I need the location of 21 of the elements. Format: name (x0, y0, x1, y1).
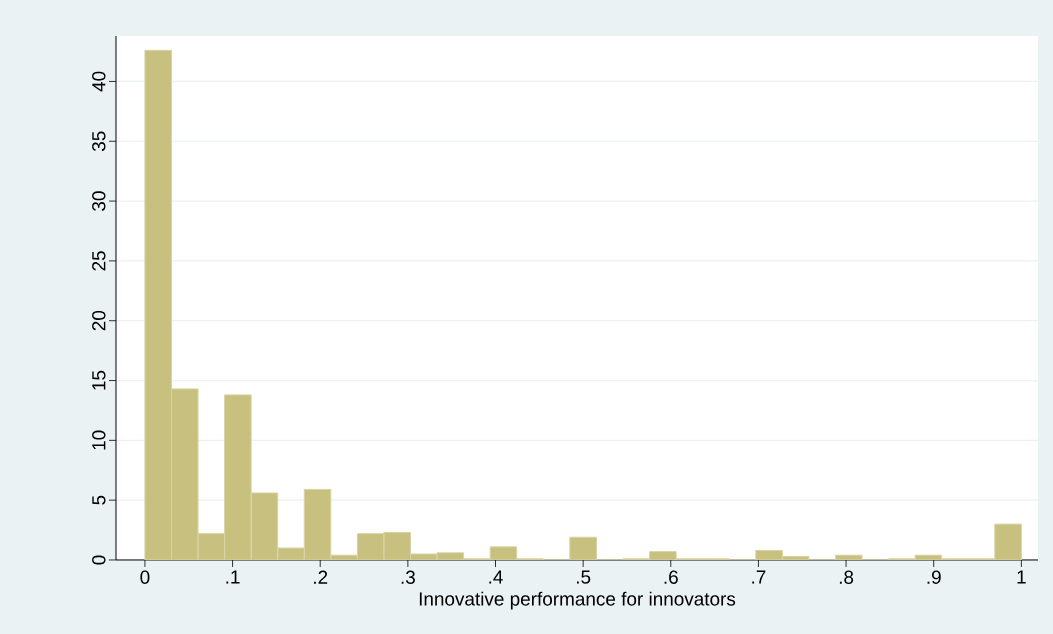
x-tick-label: 1 (1017, 570, 1026, 584)
y-tick-label: 15 (92, 370, 106, 390)
x-tick-label: .3 (401, 570, 415, 584)
x-tick-label: .9 (927, 570, 941, 584)
y-tick-label: 20 (92, 310, 106, 331)
x-axis-title: Innovative performance for innovators (419, 591, 736, 610)
x-tick-label: .6 (664, 570, 678, 584)
x-tick-label: .7 (752, 570, 766, 584)
y-tick-label: 5 (92, 495, 106, 505)
x-tick-label: .8 (839, 570, 854, 584)
y-tick-label: 25 (92, 251, 106, 271)
x-tick-label: .4 (489, 570, 503, 584)
x-tick-label: .5 (576, 570, 591, 584)
y-tick-label: 0 (92, 555, 106, 565)
y-tick-label: 40 (92, 71, 106, 92)
x-tick-label: 0 (140, 570, 150, 584)
y-tick-label: 35 (92, 131, 106, 152)
y-tick-label: 10 (92, 430, 106, 450)
x-tick-label: .1 (226, 570, 240, 584)
y-tick-label: 30 (92, 191, 106, 211)
x-tick-label: .2 (314, 570, 328, 584)
